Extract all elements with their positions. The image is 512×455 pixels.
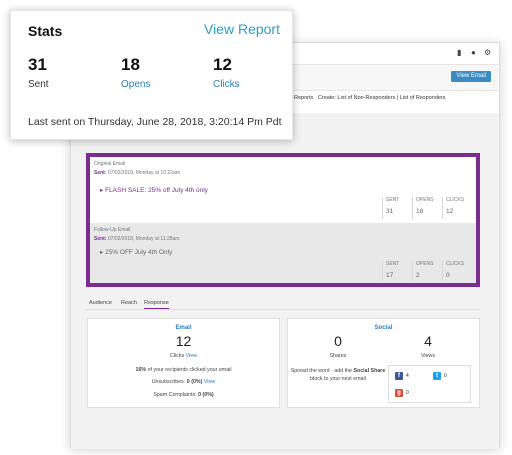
report-links-bar: nload Reports Create: List of Non-Respon… (70, 90, 500, 106)
gear-icon[interactable]: ⚙ (484, 48, 492, 57)
original-sent-line: Sent: 07/02/2018, Monday at 10:22am (94, 170, 180, 176)
shares-label: Shares (329, 353, 347, 359)
facebook-icon: f (395, 372, 403, 380)
view-email-button[interactable]: View Email (451, 71, 491, 82)
views-value: 4 (424, 333, 432, 349)
followup-email-row[interactable]: Follow-Up Email Sent: 07/02/2018, Monday… (90, 223, 476, 283)
googleplus-share[interactable]: g 0 (395, 389, 409, 397)
opens-label[interactable]: Opens (121, 79, 151, 90)
view-report-link[interactable]: View Report (203, 21, 280, 37)
original-subject: ▸ FLASH SALE: 25% off July 4th only (100, 187, 208, 194)
tab-reach[interactable]: Reach (121, 300, 137, 306)
email-card: Email 12 Clicks View 16% of your recipie… (87, 318, 280, 408)
email-spam-complaints: Spam Complaints: 0 (0%) (153, 392, 214, 398)
facebook-share[interactable]: f 4 (395, 372, 409, 380)
tab-audience[interactable]: Audience (89, 300, 112, 306)
followup-sent-line: Sent: 07/02/2018, Monday at 11:28am (94, 236, 180, 242)
opens-count: 18 (121, 55, 140, 74)
sent-label: Sent: (94, 236, 107, 242)
stats-title: Stats (28, 23, 63, 39)
link-separator: | (396, 95, 399, 101)
views-label: Views (420, 353, 436, 359)
email-clicks-label: Clicks View (170, 353, 197, 359)
email-unsubscribes: Unsubscribes: 0 (0%) View (151, 379, 216, 385)
notification-icon[interactable]: ▮ (457, 48, 462, 57)
stats-card: Stats View Report 31 Sent 18 Opens 12 Cl… (10, 10, 293, 140)
email-clicks-value: 12 (175, 333, 192, 349)
clicks-count: 12 (213, 55, 232, 74)
last-sent-text: Last sent on Thursday, June 28, 2018, 3:… (28, 116, 282, 128)
user-icon[interactable]: ● (471, 48, 476, 57)
original-opens-stat: OPENS 18 (412, 197, 442, 219)
original-email-row[interactable]: Original Email Sent: 07/02/2018, Monday … (90, 157, 476, 223)
unsubscribes-view-link[interactable]: View (203, 379, 216, 385)
followup-sent-date: 07/02/2018, Monday at 11:28am (107, 236, 180, 242)
googleplus-icon: g (395, 389, 403, 397)
followup-subject: ▸ 25% OFF July 4th Only (100, 249, 173, 256)
responders-link[interactable]: List of Responders (399, 95, 446, 101)
followup-clicks-stat: CLICKS 0 (442, 261, 474, 281)
email-comparison-box: Original Email Sent: 07/02/2018, Monday … (86, 153, 480, 287)
sent-label: Sent: (94, 170, 107, 176)
original-clicks-stat: CLICKS 12 (442, 197, 474, 219)
original-email-label: Original Email (94, 161, 126, 167)
twitter-share[interactable]: t 0 (433, 372, 447, 380)
clicks-label[interactable]: Clicks (213, 79, 240, 90)
original-sent-stat: SENT 31 (382, 197, 412, 219)
social-share-counts: f 4 t 0 g 0 (388, 365, 471, 403)
shares-value: 0 (334, 333, 342, 349)
twitter-count: 0 (444, 373, 447, 379)
sent-label: Sent (28, 79, 49, 90)
email-click-percent: 16% of your recipients clicked your emai… (135, 367, 232, 373)
original-sent-date: 07/02/2018, Monday at 10:22am (107, 170, 180, 176)
spread-the-word-text: Spread the word - add the Social Share b… (290, 368, 386, 382)
sent-count: 31 (28, 55, 47, 74)
social-card: Social 0 Shares 4 Views Spread the word … (287, 318, 480, 408)
followup-opens-stat: OPENS 2 (412, 261, 442, 281)
followup-email-label: Follow-Up Email (94, 227, 131, 233)
twitter-icon: t (433, 372, 441, 380)
tab-response[interactable]: Response (144, 298, 169, 309)
social-card-title: Social (374, 325, 393, 331)
googleplus-count: 0 (406, 390, 409, 396)
clicks-view-link[interactable]: View (185, 353, 197, 359)
create-label: Create: (317, 95, 336, 101)
followup-sent-stat: SENT 17 (382, 261, 412, 281)
non-responders-link[interactable]: List of Non-Responders (337, 95, 396, 101)
download-reports-link[interactable]: nload Reports (279, 95, 314, 101)
tabs-divider (86, 309, 480, 310)
facebook-count: 4 (406, 373, 409, 379)
email-card-title: Email (175, 325, 192, 331)
